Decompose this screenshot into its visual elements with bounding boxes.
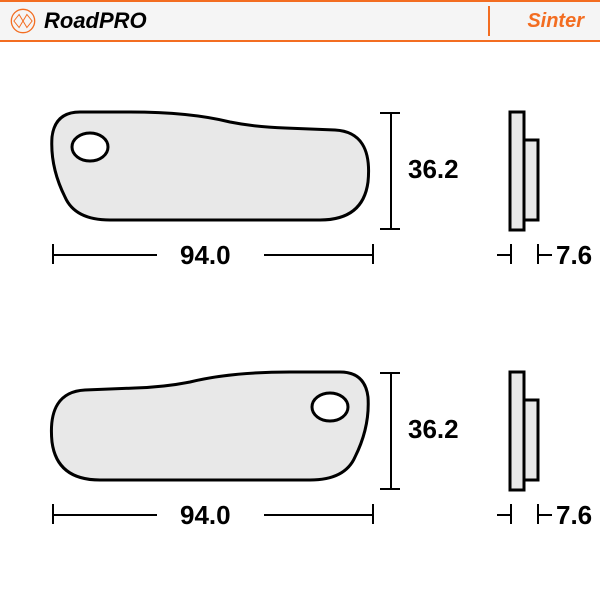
dim-thick-line <box>497 514 512 516</box>
dim-height-top: 36.2 <box>408 154 459 185</box>
dim-width-line <box>52 254 157 256</box>
dim-tick <box>380 372 400 374</box>
dim-thick-line <box>537 514 552 516</box>
variant-label: Sinter <box>527 10 584 33</box>
dim-width-bottom: 94.0 <box>180 500 231 531</box>
header-bar: RoadPRO Sinter <box>0 0 600 42</box>
dim-tick <box>380 228 400 230</box>
dim-thickness-bottom: 7.6 <box>556 500 592 531</box>
dim-width-top: 94.0 <box>180 240 231 271</box>
dim-thick-line <box>537 254 552 256</box>
dim-width-line <box>264 254 374 256</box>
dim-height-line <box>390 372 392 490</box>
brand-suffix: PRO <box>99 8 147 33</box>
brand-name: RoadPRO <box>44 8 147 34</box>
dim-tick <box>380 112 400 114</box>
pad-side-view <box>500 102 550 232</box>
dim-thick-line <box>497 254 512 256</box>
brand-prefix: Road <box>44 8 99 33</box>
dim-width-line <box>52 514 157 516</box>
brand-logo-icon <box>10 8 36 34</box>
dim-tick <box>380 488 400 490</box>
pad-front-view <box>40 362 380 492</box>
dim-width-line <box>264 514 374 516</box>
header-divider <box>488 6 490 36</box>
pad-front-view <box>40 102 380 232</box>
dim-height-bottom: 36.2 <box>408 414 459 445</box>
dim-height-line <box>390 112 392 230</box>
diagram-area: 36.2 94.0 7.6 36.2 <box>0 42 600 600</box>
pad-side-view <box>500 362 550 492</box>
dim-thickness-top: 7.6 <box>556 240 592 271</box>
